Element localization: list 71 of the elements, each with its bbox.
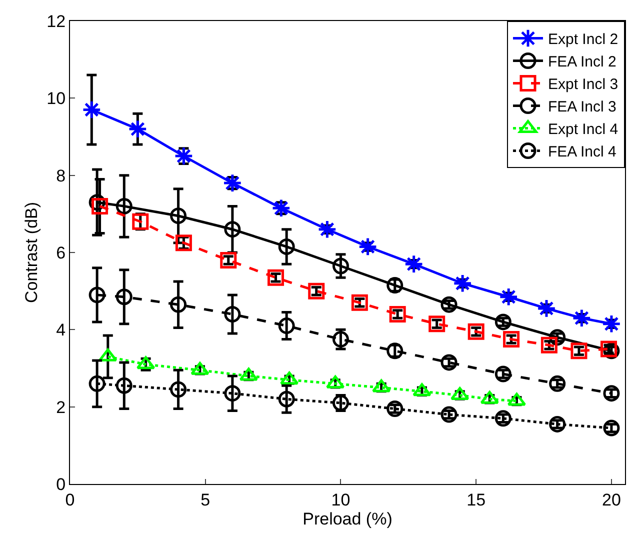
- point: [450, 387, 470, 400]
- x-axis-title: Preload (%): [302, 509, 392, 528]
- point: [351, 294, 368, 311]
- x-tick-label: 20: [602, 490, 621, 510]
- point: [88, 286, 106, 304]
- point: [602, 314, 622, 334]
- point: [428, 316, 446, 332]
- point: [174, 146, 194, 166]
- y-tick-label: 2: [56, 398, 66, 417]
- point: [220, 252, 237, 268]
- point: [494, 366, 512, 382]
- point: [540, 336, 558, 354]
- point: [440, 406, 458, 423]
- point: [170, 381, 187, 398]
- point: [498, 287, 518, 307]
- legend-label: Expt Incl 2: [548, 31, 618, 48]
- point: [308, 282, 325, 300]
- point: [440, 354, 458, 371]
- point: [116, 198, 132, 214]
- point: [92, 198, 108, 214]
- x-tick-label: 15: [466, 490, 486, 510]
- x-tick-label: 10: [331, 490, 350, 510]
- point: [549, 375, 566, 392]
- point: [116, 288, 132, 306]
- point: [224, 385, 241, 402]
- y-axis-title: Contrast (dB): [22, 202, 42, 304]
- y-tick-label: 8: [56, 166, 66, 186]
- legend-label: FEA Incl 4: [548, 144, 616, 161]
- y-tick-label: 10: [46, 89, 66, 108]
- point: [452, 274, 472, 294]
- point: [88, 375, 106, 392]
- y-tick-label: 0: [56, 474, 66, 494]
- point: [278, 318, 295, 334]
- point: [572, 308, 592, 328]
- point: [272, 198, 291, 218]
- legend-label: Expt Incl 3: [548, 76, 618, 94]
- legend-label: FEA Incl 3: [548, 98, 616, 116]
- point: [318, 220, 337, 239]
- point: [603, 385, 620, 402]
- point: [332, 331, 349, 348]
- point: [404, 254, 424, 274]
- point: [222, 173, 242, 193]
- point: [603, 420, 620, 436]
- legend-label: Expt Incl 4: [548, 121, 618, 138]
- y-tick-label: 6: [56, 243, 66, 262]
- y-tick-label: 12: [46, 12, 66, 31]
- point: [549, 416, 566, 432]
- point: [494, 410, 512, 427]
- point: [386, 400, 404, 418]
- point: [389, 306, 406, 322]
- point: [278, 238, 295, 255]
- point: [440, 296, 458, 313]
- y-tick-label: 4: [56, 320, 66, 340]
- x-tick-label: 5: [200, 490, 210, 510]
- point: [170, 296, 187, 313]
- point: [278, 390, 295, 408]
- point: [358, 237, 378, 256]
- point: [536, 298, 556, 318]
- legend-label: FEA Incl 2: [548, 54, 616, 71]
- point: [268, 269, 284, 286]
- point: [468, 323, 484, 340]
- point: [128, 119, 148, 139]
- point: [224, 306, 241, 322]
- point: [224, 221, 241, 238]
- point: [570, 342, 588, 360]
- point: [170, 208, 187, 224]
- point: [494, 314, 512, 330]
- point: [116, 377, 132, 394]
- point: [82, 100, 102, 120]
- point: [332, 258, 349, 274]
- point: [503, 331, 520, 348]
